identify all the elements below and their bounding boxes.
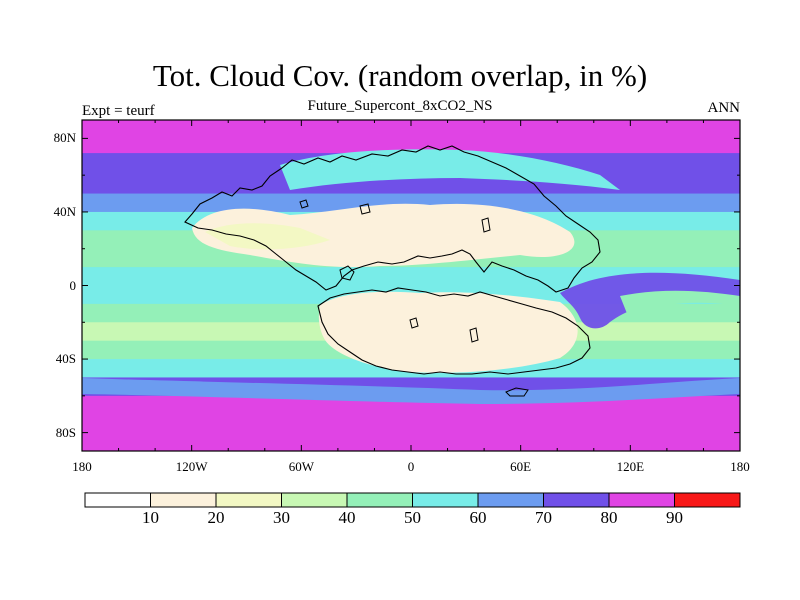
colorbar-label: 60 <box>469 508 487 527</box>
experiment-label: Expt = teurf <box>82 103 155 119</box>
north-continent-mid <box>205 223 330 250</box>
y-tick-label: 80N <box>53 130 76 146</box>
x-tick-label: 0 <box>407 459 415 474</box>
colorbar <box>84 492 741 508</box>
colorbar-box <box>674 492 741 508</box>
southern-supercontinent-outline <box>317 287 591 375</box>
zonal-band <box>82 138 740 154</box>
x-tick-label: 120E <box>616 459 645 474</box>
south-continent-dry-core <box>318 291 578 373</box>
y-tick-label: 0 <box>69 277 77 293</box>
colorbar-label: 40 <box>338 508 356 527</box>
chart-subtitle: Future_Supercont_8xCO2_NS <box>307 98 493 114</box>
colorbar-box <box>543 492 610 508</box>
colorbar-box <box>346 492 413 508</box>
colorbar-label: 80 <box>600 508 618 527</box>
colorbar-label: 10 <box>142 508 159 527</box>
zonal-band <box>82 414 740 451</box>
colorbar-label: 70 <box>535 508 552 527</box>
small-island-2 <box>505 387 529 397</box>
colorbar-box <box>150 492 217 508</box>
zonal-band <box>82 193 740 213</box>
y-tick-label: 40N <box>53 203 76 219</box>
southern-storm-track <box>82 378 740 404</box>
y-tick-label: 80S <box>55 424 76 440</box>
colorbar-box <box>477 492 544 508</box>
zonal-band <box>82 267 740 286</box>
north-subarctic-cyan <box>280 149 620 190</box>
colorbar-label: 90 <box>666 508 683 527</box>
colorbar-box <box>84 492 151 508</box>
x-tick-label: 180 <box>730 459 750 474</box>
x-tick-label: 60W <box>288 459 314 474</box>
colorbar-box <box>215 492 282 508</box>
x-tick-label: 180 <box>72 459 92 474</box>
colorbar-label: 50 <box>404 508 421 527</box>
inland-lake-1 <box>299 199 309 209</box>
inland-lake-3 <box>481 217 491 233</box>
x-tick-label: 60E <box>510 459 532 474</box>
chart-title: Tot. Cloud Cov. (random overlap, in %) <box>152 58 648 93</box>
colorbar-label: 30 <box>273 508 290 527</box>
small-island-1 <box>339 265 355 281</box>
x-tick-label: 120W <box>175 459 208 474</box>
colorbar-box <box>608 492 675 508</box>
inland-lake-5 <box>469 327 479 343</box>
north-continent-dry-core <box>192 203 575 268</box>
y-tick-label: 40S <box>55 351 76 367</box>
season-label: ANN <box>707 100 741 116</box>
inland-lake-4 <box>409 317 419 329</box>
axis-ticks <box>81 120 741 451</box>
colorbar-box <box>412 492 479 508</box>
inland-lake-2 <box>359 203 371 215</box>
northern-supercontinent-outline <box>184 145 601 293</box>
equatorial-tongue <box>620 290 740 316</box>
zonal-band <box>82 120 740 139</box>
colorbar-label: 20 <box>207 508 225 527</box>
colorbar-box <box>281 492 348 508</box>
